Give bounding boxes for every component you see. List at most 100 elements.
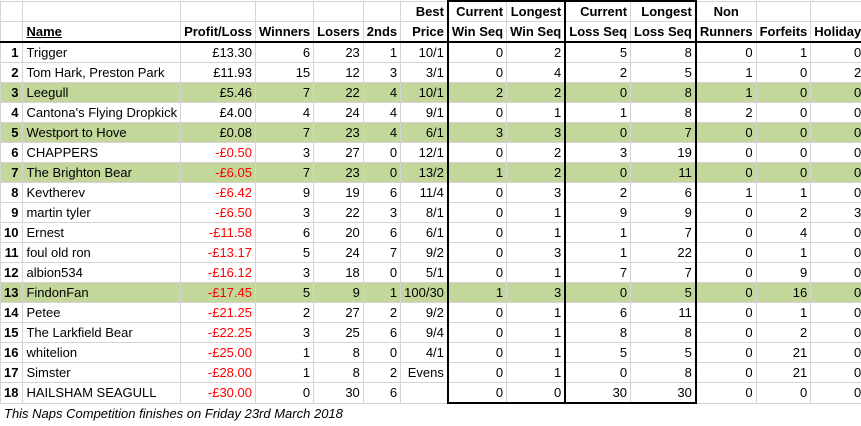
non-runners-cell[interactable]: 0	[695, 262, 757, 283]
header-cell[interactable]	[362, 0, 402, 22]
current-loss-seq-cell[interactable]: 30	[564, 382, 632, 404]
forfeits-cell[interactable]: 0	[755, 82, 812, 103]
losers-cell[interactable]: 22	[313, 202, 364, 223]
header-current-win-seq[interactable]: Win Seq	[446, 21, 508, 43]
name-cell[interactable]: The Larkfield Bear	[22, 322, 182, 343]
name-cell[interactable]: Westport to Hove	[22, 122, 182, 143]
longest-win-seq-cell[interactable]: 3	[506, 282, 567, 303]
longest-loss-seq-cell[interactable]: 11	[630, 162, 697, 183]
non-runners-cell[interactable]: 1	[695, 82, 757, 103]
forfeits-cell[interactable]: 21	[755, 362, 812, 383]
losers-cell[interactable]: 27	[313, 302, 364, 323]
header-winners[interactable]: Winners	[254, 21, 315, 43]
forfeits-cell[interactable]: 0	[755, 62, 812, 83]
non-runners-cell[interactable]: 0	[695, 382, 757, 404]
best-price-cell[interactable]: 13/2	[400, 162, 449, 183]
profit-cell[interactable]: -£30.00	[180, 382, 256, 404]
header-cell[interactable]	[313, 0, 364, 22]
non-runners-cell[interactable]: 0	[695, 41, 757, 63]
best-price-cell[interactable]: 9/2	[400, 302, 449, 323]
longest-loss-seq-cell[interactable]: 11	[630, 302, 697, 323]
longest-loss-seq-cell[interactable]: 5	[630, 282, 697, 303]
longest-win-seq-cell[interactable]: 0	[506, 382, 567, 404]
header-cell[interactable]	[755, 0, 812, 22]
longest-loss-seq-cell[interactable]: 8	[630, 322, 697, 343]
losers-cell[interactable]: 23	[313, 122, 364, 143]
header-forfeits[interactable]: Forfeits	[755, 21, 812, 43]
header-longest-loss-seq[interactable]: Loss Seq	[630, 21, 697, 43]
forfeits-cell[interactable]: 1	[755, 242, 812, 263]
longest-win-seq-cell[interactable]: 2	[506, 142, 567, 163]
holiday-cell[interactable]: 0	[810, 82, 861, 103]
current-loss-seq-cell[interactable]: 6	[564, 302, 632, 323]
seconds-cell[interactable]: 7	[362, 242, 402, 263]
longest-win-seq-cell[interactable]: 1	[506, 262, 567, 283]
name-cell[interactable]: Ernest	[22, 222, 182, 243]
best-price-cell[interactable]: 9/4	[400, 322, 449, 343]
rank-cell[interactable]: 2	[0, 62, 24, 83]
longest-win-seq-cell[interactable]: 3	[506, 182, 567, 203]
name-cell[interactable]: martin tyler	[22, 202, 182, 223]
header-cell[interactable]	[254, 0, 315, 22]
longest-loss-seq-cell[interactable]: 7	[630, 222, 697, 243]
profit-cell[interactable]: -£6.05	[180, 162, 256, 183]
longest-loss-seq-cell[interactable]: 5	[630, 62, 697, 83]
longest-loss-seq-cell[interactable]: 8	[630, 41, 697, 63]
non-runners-cell[interactable]: 0	[695, 202, 757, 223]
holiday-cell[interactable]: 0	[810, 382, 861, 404]
winners-cell[interactable]: 1	[254, 342, 315, 363]
losers-cell[interactable]: 19	[313, 182, 364, 203]
header-2nds[interactable]: 2nds	[362, 21, 402, 43]
current-win-seq-cell[interactable]: 0	[446, 342, 508, 363]
rank-cell[interactable]: 12	[0, 262, 24, 283]
longest-loss-seq-cell[interactable]: 7	[630, 262, 697, 283]
holiday-cell[interactable]: 0	[810, 262, 861, 283]
header-name[interactable]: Name	[22, 21, 182, 43]
longest-loss-seq-cell[interactable]: 8	[630, 82, 697, 103]
header-profit[interactable]: Profit/Loss	[180, 21, 256, 43]
seconds-cell[interactable]: 4	[362, 122, 402, 143]
rank-cell[interactable]: 9	[0, 202, 24, 223]
current-win-seq-cell[interactable]: 0	[446, 302, 508, 323]
header-current-win[interactable]: Current	[446, 0, 508, 22]
header-price[interactable]: Price	[400, 21, 449, 43]
winners-cell[interactable]: 7	[254, 122, 315, 143]
rank-cell[interactable]: 4	[0, 102, 24, 123]
longest-loss-seq-cell[interactable]: 6	[630, 182, 697, 203]
profit-cell[interactable]: -£16.12	[180, 262, 256, 283]
best-price-cell[interactable]: Evens	[400, 362, 449, 383]
losers-cell[interactable]: 24	[313, 102, 364, 123]
name-cell[interactable]: Cantona's Flying Dropkick	[22, 102, 182, 123]
current-win-seq-cell[interactable]: 1	[446, 162, 508, 183]
losers-cell[interactable]: 8	[313, 362, 364, 383]
winners-cell[interactable]: 7	[254, 162, 315, 183]
longest-win-seq-cell[interactable]: 3	[506, 242, 567, 263]
winners-cell[interactable]: 2	[254, 302, 315, 323]
name-cell[interactable]: Petee	[22, 302, 182, 323]
non-runners-cell[interactable]: 0	[695, 222, 757, 243]
longest-loss-seq-cell[interactable]: 5	[630, 342, 697, 363]
current-win-seq-cell[interactable]: 3	[446, 122, 508, 143]
current-win-seq-cell[interactable]: 0	[446, 382, 508, 404]
winners-cell[interactable]: 5	[254, 282, 315, 303]
profit-cell[interactable]: £11.93	[180, 62, 256, 83]
current-loss-seq-cell[interactable]: 7	[564, 262, 632, 283]
forfeits-cell[interactable]: 0	[755, 102, 812, 123]
losers-cell[interactable]: 23	[313, 41, 364, 63]
holiday-cell[interactable]: 0	[810, 222, 861, 243]
losers-cell[interactable]: 25	[313, 322, 364, 343]
rank-cell[interactable]: 18	[0, 382, 24, 404]
current-win-seq-cell[interactable]: 0	[446, 242, 508, 263]
longest-win-seq-cell[interactable]: 1	[506, 362, 567, 383]
current-win-seq-cell[interactable]: 0	[446, 102, 508, 123]
holiday-cell[interactable]: 0	[810, 282, 861, 303]
longest-loss-seq-cell[interactable]: 22	[630, 242, 697, 263]
rank-cell[interactable]: 7	[0, 162, 24, 183]
current-loss-seq-cell[interactable]: 2	[564, 182, 632, 203]
current-win-seq-cell[interactable]: 0	[446, 62, 508, 83]
holiday-cell[interactable]: 0	[810, 322, 861, 343]
current-loss-seq-cell[interactable]: 1	[564, 222, 632, 243]
rank-cell[interactable]: 17	[0, 362, 24, 383]
current-loss-seq-cell[interactable]: 8	[564, 322, 632, 343]
rank-cell[interactable]: 16	[0, 342, 24, 363]
